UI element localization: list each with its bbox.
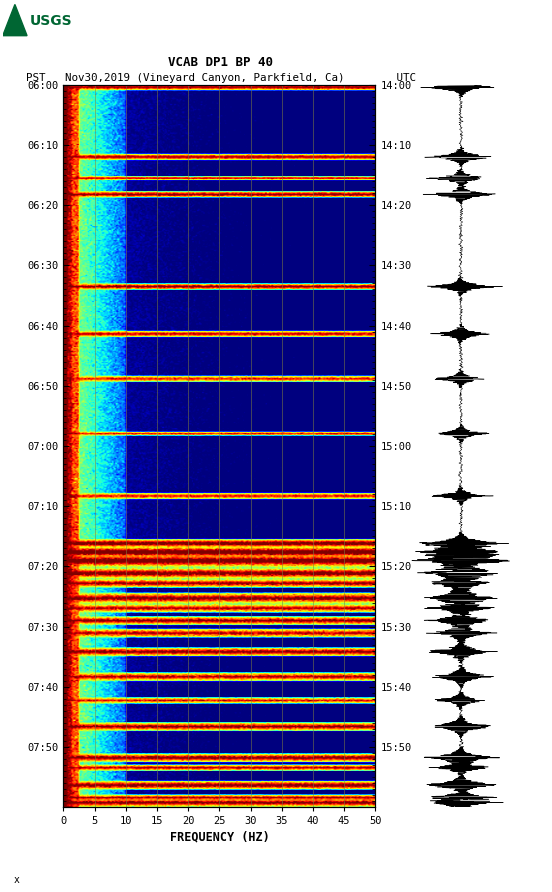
Text: USGS: USGS — [29, 13, 72, 28]
Text: x: x — [14, 875, 20, 885]
Text: VCAB DP1 BP 40: VCAB DP1 BP 40 — [168, 56, 273, 69]
Text: PST   Nov30,2019 (Vineyard Canyon, Parkfield, Ca)        UTC: PST Nov30,2019 (Vineyard Canyon, Parkfie… — [26, 73, 416, 84]
X-axis label: FREQUENCY (HZ): FREQUENCY (HZ) — [169, 830, 269, 844]
Polygon shape — [3, 4, 27, 36]
